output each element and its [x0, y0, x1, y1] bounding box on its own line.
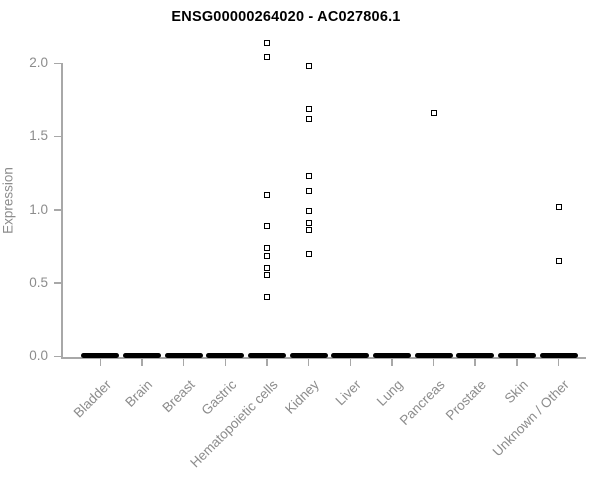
y-tick-label: 2.0 — [29, 55, 48, 71]
data-point-marker — [263, 54, 270, 61]
data-point-marker — [305, 115, 312, 122]
data-point-marker — [555, 203, 562, 210]
data-point-marker — [555, 257, 562, 264]
x-tick-label: Prostate — [442, 377, 489, 424]
data-point-marker — [263, 222, 270, 229]
zero-cluster-dash — [372, 352, 411, 358]
y-tick — [54, 135, 61, 138]
data-point-marker — [305, 105, 312, 112]
x-tick-label: Unknown / Other — [489, 377, 573, 460]
x-tick-label: Pancreas — [396, 377, 448, 428]
data-point-marker — [305, 219, 312, 226]
x-tick — [557, 358, 560, 366]
x-tick — [99, 358, 102, 366]
x-tick — [307, 358, 310, 366]
data-point-marker — [263, 253, 270, 260]
data-point-marker — [263, 191, 270, 198]
x-tick — [391, 358, 393, 366]
zero-cluster-dash — [164, 352, 203, 358]
y-tick-label: 0.0 — [29, 348, 48, 363]
y-axis-line — [61, 63, 63, 359]
x-tick-label: Liver — [332, 377, 364, 409]
zero-cluster-dash — [331, 352, 370, 358]
zero-cluster-dash — [289, 352, 328, 358]
zero-cluster-dash — [456, 352, 495, 358]
zero-cluster-dash — [539, 352, 578, 358]
x-tick-label: Gastric — [198, 377, 239, 418]
y-tick-label: 1.0 — [29, 201, 48, 217]
data-point-marker — [305, 208, 312, 215]
x-tick — [266, 358, 268, 366]
y-tick-label: 0.5 — [29, 274, 48, 290]
chart-title: ENSG00000264020 - AC027806.1 — [171, 9, 401, 25]
data-point-marker — [305, 227, 312, 234]
data-point-marker — [305, 187, 312, 194]
x-tick — [474, 358, 476, 366]
x-tick-label: Bladder — [70, 377, 114, 421]
x-tick-label: Skin — [501, 377, 531, 407]
y-tick — [54, 209, 61, 211]
data-point-marker — [263, 244, 270, 251]
data-point-marker — [263, 39, 270, 46]
x-tick-label: Brain — [122, 377, 156, 410]
data-point-marker — [305, 250, 312, 257]
x-tick-label: Breast — [159, 377, 198, 416]
data-point-marker — [305, 172, 312, 179]
y-tick — [54, 355, 61, 357]
zero-cluster-dash — [247, 352, 286, 358]
data-point-marker — [430, 109, 437, 116]
x-tick — [432, 358, 435, 366]
zero-cluster-dash — [414, 352, 453, 358]
zero-cluster-dash — [81, 352, 120, 358]
zero-cluster-dash — [122, 352, 161, 358]
x-tick — [182, 358, 185, 366]
data-point-marker — [263, 294, 270, 301]
x-tick — [141, 358, 143, 366]
x-tick — [516, 358, 518, 366]
x-tick-label: Kidney — [282, 377, 323, 417]
x-tick — [349, 358, 351, 366]
data-point-marker — [305, 63, 312, 70]
data-point-marker — [263, 265, 270, 272]
zero-cluster-dash — [497, 352, 536, 358]
x-tick-label: Lung — [373, 377, 406, 409]
y-tick — [54, 62, 61, 65]
zero-cluster-dash — [206, 352, 245, 358]
data-point-marker — [263, 272, 270, 279]
y-tick — [54, 282, 61, 284]
y-tick-label: 1.5 — [29, 128, 48, 144]
x-tick — [224, 358, 227, 366]
